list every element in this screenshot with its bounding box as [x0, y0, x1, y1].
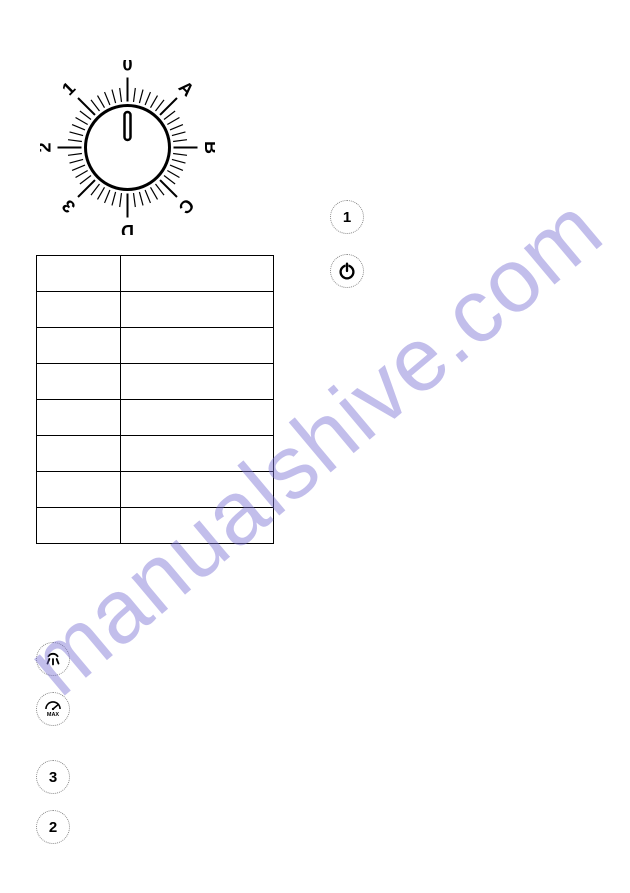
button-2[interactable]: 2: [36, 810, 70, 844]
svg-text:1: 1: [58, 78, 79, 99]
control-dial[interactable]: 0 A B C D 3 2 1: [40, 60, 215, 235]
table-cell: [37, 328, 121, 364]
svg-text:C: C: [175, 195, 198, 218]
table-cell: [37, 472, 121, 508]
svg-text:D: D: [121, 221, 134, 235]
button-1-label: 1: [343, 209, 351, 226]
table-cell: [120, 508, 273, 544]
button-2-label: 2: [49, 819, 57, 836]
table-cell: [37, 364, 121, 400]
svg-text:B: B: [201, 141, 215, 154]
table-cell: [37, 256, 121, 292]
button-1[interactable]: 1: [330, 200, 364, 234]
max-icon: MAX: [42, 698, 64, 720]
power-button[interactable]: [330, 254, 364, 288]
table-cell: [120, 400, 273, 436]
light-button[interactable]: [36, 642, 70, 676]
svg-text:A: A: [175, 77, 198, 100]
light-icon: [42, 648, 64, 670]
table-cell: [120, 292, 273, 328]
button-3[interactable]: 3: [36, 760, 70, 794]
max-button[interactable]: MAX: [36, 692, 70, 726]
table-cell: [37, 292, 121, 328]
svg-text:3: 3: [58, 196, 79, 217]
table-cell: [120, 436, 273, 472]
table-cell: [120, 256, 273, 292]
svg-text:MAX: MAX: [47, 712, 60, 718]
table-cell: [37, 400, 121, 436]
table-cell: [120, 328, 273, 364]
table-cell: [120, 364, 273, 400]
table-cell: [37, 436, 121, 472]
svg-text:0: 0: [122, 60, 132, 74]
power-icon: [336, 260, 358, 282]
table-cell: [37, 508, 121, 544]
svg-text:2: 2: [40, 142, 54, 152]
table-cell: [120, 472, 273, 508]
settings-table: [36, 255, 274, 544]
button-3-label: 3: [49, 769, 57, 786]
